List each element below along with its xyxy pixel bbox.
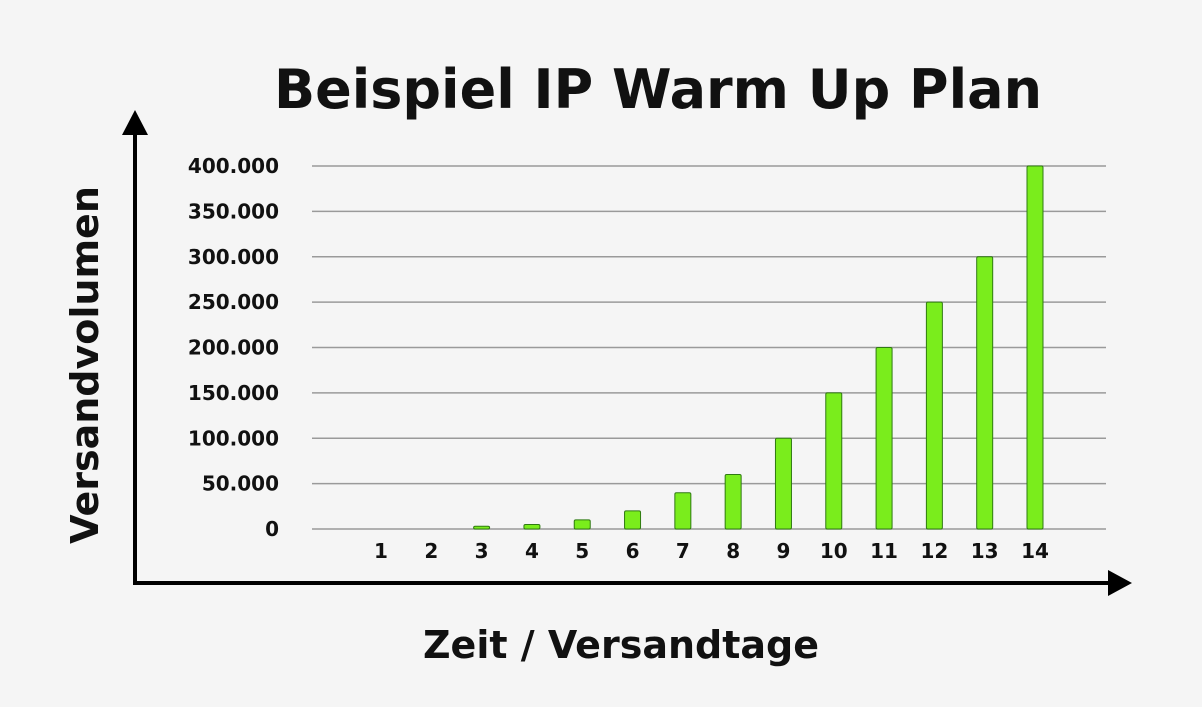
x-tick-label: 2 (424, 539, 438, 563)
bar-day-12 (925, 301, 943, 530)
x-tick-label: 4 (525, 539, 539, 563)
bar-day-6 (624, 510, 642, 530)
x-axis-label: Zeit / Versandtage (423, 623, 819, 667)
x-tick-label: 9 (777, 539, 791, 563)
x-tick-label: 5 (575, 539, 589, 563)
x-tick-label: 12 (920, 539, 948, 563)
x-tick-label: 13 (971, 539, 999, 563)
y-tick-label: 50.000 (202, 472, 279, 496)
y-tick-label: 0 (265, 517, 279, 541)
chart-title: Beispiel IP Warm Up Plan (274, 58, 1042, 121)
bar-day-11 (875, 347, 893, 530)
x-tick-label: 3 (475, 539, 489, 563)
bars (473, 165, 1044, 530)
x-tick-label: 8 (726, 539, 740, 563)
bar-day-7 (674, 492, 692, 530)
x-axis-arrowhead (1108, 570, 1132, 596)
y-tick-label: 350.000 (188, 199, 279, 223)
x-tick-labels: 1 2 3 4 5 6 7 8 9 10 11 12 13 14 (374, 539, 1049, 563)
x-tick-label: 14 (1021, 539, 1049, 563)
y-tick-label: 300.000 (188, 245, 279, 269)
x-tick-label: 10 (820, 539, 848, 563)
y-axis-label: Versandvolumen (63, 186, 107, 544)
bar-day-13 (976, 256, 994, 530)
x-tick-label: 1 (374, 539, 388, 563)
bar-day-14 (1026, 165, 1044, 530)
y-tick-label: 250.000 (188, 290, 279, 314)
y-tick-labels: 0 50.000 100.000 150.000 200.000 250.000 300.0… (188, 154, 279, 541)
x-tick-label: 6 (626, 539, 640, 563)
bar-day-3 (473, 525, 491, 530)
y-axis-arrowhead (122, 110, 148, 135)
bar-day-10 (825, 392, 843, 530)
y-tick-label: 200.000 (188, 336, 279, 360)
bar-day-9 (774, 437, 792, 530)
x-tick-label: 11 (870, 539, 898, 563)
bar-day-5 (573, 519, 591, 530)
x-tick-label: 7 (676, 539, 690, 563)
gridlines (312, 165, 1106, 530)
y-tick-label: 150.000 (188, 381, 279, 405)
bar-day-8 (724, 474, 742, 530)
bar-day-4 (523, 523, 541, 530)
y-tick-label: 100.000 (188, 426, 279, 450)
y-tick-label: 400.000 (188, 154, 279, 178)
